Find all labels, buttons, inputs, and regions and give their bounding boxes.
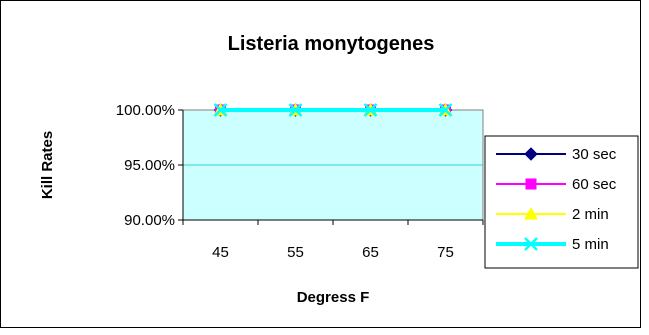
data-point [438,103,453,117]
series-5-min [213,103,453,117]
legend-label: 2 min [572,206,609,223]
legend-label: 30 sec [572,146,617,163]
x-axis-title: Degress F [297,289,370,306]
legend-marker [524,147,538,161]
legend-marker [524,206,538,220]
data-point [363,103,378,117]
legend-label: 5 min [572,236,609,253]
x-tick-label: 45 [212,244,229,261]
legend-item: 60 sec [496,176,617,193]
legend-item: 2 min [496,206,609,223]
legend-marker [524,237,538,251]
x-tick-label: 75 [437,244,454,261]
y-axis-title: Kill Rates [39,131,56,199]
legend-label: 60 sec [572,176,617,193]
series-layer [213,102,453,117]
x-tick-label: 55 [287,244,304,261]
legend-item: 5 min [496,236,609,253]
legend: 30 sec 60 sec 2 min 5 min [484,135,639,269]
data-point [288,103,303,117]
x-tick-label: 65 [362,244,379,261]
legend-item: 30 sec [496,146,617,163]
axes [178,109,484,225]
data-point [213,103,228,117]
tick-labels: 90.00% 95.00% 100.00% 45 55 65 75 [116,102,454,261]
y-tick-label: 95.00% [124,157,175,174]
y-tick-label: 90.00% [124,212,175,229]
legend-marker [525,178,537,190]
chart-title: Listeria monytogenes [228,33,435,55]
y-tick-label: 100.00% [116,102,175,119]
